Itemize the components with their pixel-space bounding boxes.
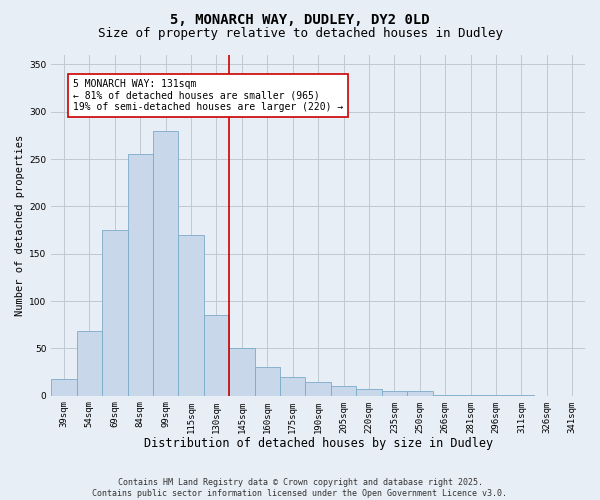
Bar (178, 235, 204, 396)
Bar (77, 332, 102, 396)
Bar (51, 378, 77, 396)
Bar (433, 395, 458, 396)
Bar (305, 382, 331, 396)
Text: 5 MONARCH WAY: 131sqm
← 81% of detached houses are smaller (965)
19% of semi-det: 5 MONARCH WAY: 131sqm ← 81% of detached … (73, 78, 343, 112)
Bar (229, 348, 254, 396)
Bar (509, 395, 534, 396)
Bar (331, 386, 356, 396)
Bar (204, 316, 229, 396)
Text: 5, MONARCH WAY, DUDLEY, DY2 0LD: 5, MONARCH WAY, DUDLEY, DY2 0LD (170, 12, 430, 26)
X-axis label: Distribution of detached houses by size in Dudley: Distribution of detached houses by size … (143, 437, 493, 450)
Text: Size of property relative to detached houses in Dudley: Size of property relative to detached ho… (97, 28, 503, 40)
Bar (128, 154, 153, 396)
Bar (458, 395, 484, 396)
Bar (254, 368, 280, 396)
Text: Contains HM Land Registry data © Crown copyright and database right 2025.
Contai: Contains HM Land Registry data © Crown c… (92, 478, 508, 498)
Y-axis label: Number of detached properties: Number of detached properties (15, 134, 25, 316)
Bar (153, 130, 178, 396)
Bar (356, 389, 382, 396)
Bar (382, 391, 407, 396)
Bar (484, 395, 509, 396)
Bar (102, 230, 128, 396)
Bar (407, 391, 433, 396)
Bar (280, 377, 305, 396)
